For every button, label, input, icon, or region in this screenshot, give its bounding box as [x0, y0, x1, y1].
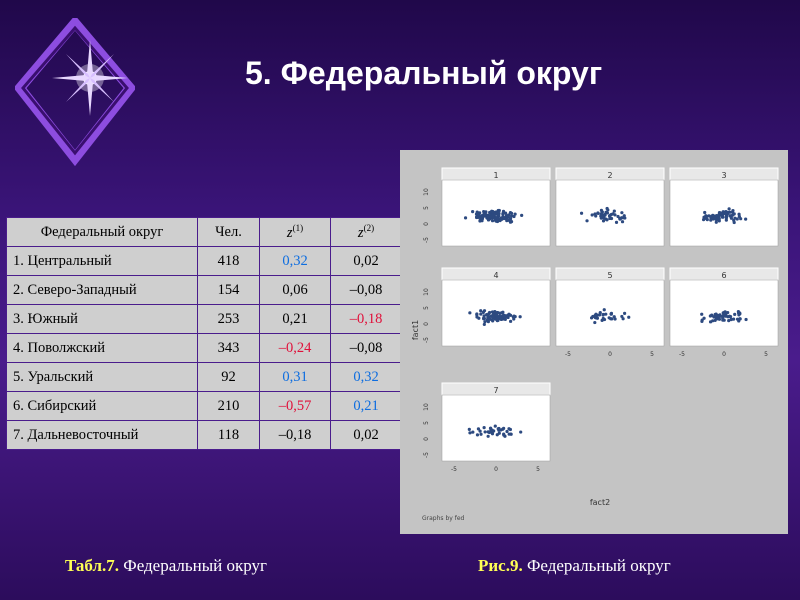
x-tick-label: -5 — [565, 351, 571, 358]
cell-district: 2. Северо-Западный — [6, 275, 198, 305]
table-row: 4. Поволжский 343 –0,24 –0,08 — [6, 333, 402, 363]
cell-district: 7. Дальневосточный — [6, 420, 198, 450]
scatter-panel: 7 — [441, 382, 551, 462]
scatter-panel: 2 — [555, 167, 665, 247]
y-tick-label: 5 — [423, 306, 430, 310]
table-row: 7. Дальневосточный 118 –0,18 0,02 — [6, 420, 402, 450]
x-tick-label: 5 — [650, 351, 654, 358]
cell-count: 210 — [197, 391, 260, 421]
panel-label: 1 — [493, 171, 498, 180]
x-tick-label: -5 — [679, 351, 685, 358]
table-row: 3. Южный 253 0,21 –0,18 — [6, 304, 402, 334]
y-tick-label: -5 — [423, 337, 430, 343]
x-tick-label: 0 — [608, 351, 612, 358]
cell-count: 253 — [197, 304, 260, 334]
cell-count: 154 — [197, 275, 260, 305]
table-row: 1. Центральный 418 0,32 0,02 — [6, 246, 402, 276]
cell-z2: –0,08 — [330, 275, 402, 305]
scatter-panel: 3 — [669, 167, 779, 247]
x-tick-label: -5 — [451, 466, 457, 473]
x-axis-label: fact2 — [590, 498, 610, 507]
y-tick-label: 5 — [423, 206, 430, 210]
scatter-figure: 1 2 3 4 5 6 7 -5 0 5 10 -5 0 5 10 -5 0 5 10 -5 0 5 -5 0 5 -5 0 5 fac… — [400, 150, 788, 534]
table-header-row: Федеральный округ Чел. z(1) z(2) — [6, 217, 402, 247]
cell-district: 1. Центральный — [6, 246, 198, 276]
panel-label: 6 — [721, 271, 726, 280]
y-tick-label: 10 — [423, 288, 430, 296]
panel-label: 7 — [493, 386, 498, 395]
cell-count: 118 — [197, 420, 260, 450]
scatter-panel: 1 — [441, 167, 551, 247]
y-tick-label: -5 — [423, 452, 430, 458]
y-axis-label: fact1 — [411, 320, 420, 340]
cell-count: 92 — [197, 362, 260, 392]
y-tick-label: 5 — [423, 421, 430, 425]
cell-z1: –0,18 — [259, 420, 331, 450]
cell-count: 343 — [197, 333, 260, 363]
y-tick-label: 0 — [423, 222, 430, 226]
federal-district-table: Федеральный округ Чел. z(1) z(2) 1. Цент… — [6, 217, 402, 450]
header-z2: z(2) — [330, 217, 402, 247]
panel-label: 3 — [721, 171, 726, 180]
panel-label: 4 — [493, 271, 498, 280]
cell-z1: 0,31 — [259, 362, 331, 392]
header-district: Федеральный округ — [6, 217, 198, 247]
cell-district: 3. Южный — [6, 304, 198, 334]
table-row: 5. Уральский 92 0,31 0,32 — [6, 362, 402, 392]
header-z1: z(1) — [259, 217, 331, 247]
cell-z1: 0,21 — [259, 304, 331, 334]
figure-caption: Рис.9. Федеральный округ — [478, 556, 671, 575]
scatter-panel: 4 — [441, 267, 551, 347]
cell-z1: 0,06 — [259, 275, 331, 305]
cell-district: 6. Сибирский — [6, 391, 198, 421]
cell-z2: 0,21 — [330, 391, 402, 421]
y-tick-label: 0 — [423, 322, 430, 326]
cell-z2: 0,02 — [330, 420, 402, 450]
panel-label: 2 — [607, 171, 612, 180]
cell-z1: –0,57 — [259, 391, 331, 421]
scatter-panel: 6 — [669, 267, 779, 347]
cell-z2: 0,32 — [330, 362, 402, 392]
header-count: Чел. — [197, 217, 260, 247]
cell-district: 5. Уральский — [6, 362, 198, 392]
table-row: 2. Северо-Западный 154 0,06 –0,08 — [6, 275, 402, 305]
slide-title: 5. Федеральный округ — [245, 55, 603, 91]
cell-z2: 0,02 — [330, 246, 402, 276]
x-tick-label: 5 — [536, 466, 540, 473]
graphs-note: Graphs by fed — [422, 515, 465, 522]
x-tick-label: 5 — [764, 351, 768, 358]
cell-count: 418 — [197, 246, 260, 276]
panel-label: 5 — [607, 271, 612, 280]
cell-z2: –0,18 — [330, 304, 402, 334]
y-tick-label: 0 — [423, 437, 430, 441]
y-tick-label: -5 — [423, 237, 430, 243]
x-tick-label: 0 — [722, 351, 726, 358]
cell-z2: –0,08 — [330, 333, 402, 363]
cell-z1: 0,32 — [259, 246, 331, 276]
table-caption: Табл.7. Федеральный округ — [65, 556, 268, 575]
cell-district: 4. Поволжский — [6, 333, 198, 363]
x-tick-label: 0 — [494, 466, 498, 473]
y-tick-label: 10 — [423, 188, 430, 196]
cell-z1: –0,24 — [259, 333, 331, 363]
scatter-panel: 5 — [555, 267, 665, 347]
table-row: 6. Сибирский 210 –0,57 0,21 — [6, 391, 402, 421]
sparkle-diamond-logo — [15, 18, 135, 167]
y-tick-label: 10 — [423, 403, 430, 411]
table-body: 1. Центральный 418 0,32 0,02 2. Северо-Запад… — [6, 246, 402, 450]
